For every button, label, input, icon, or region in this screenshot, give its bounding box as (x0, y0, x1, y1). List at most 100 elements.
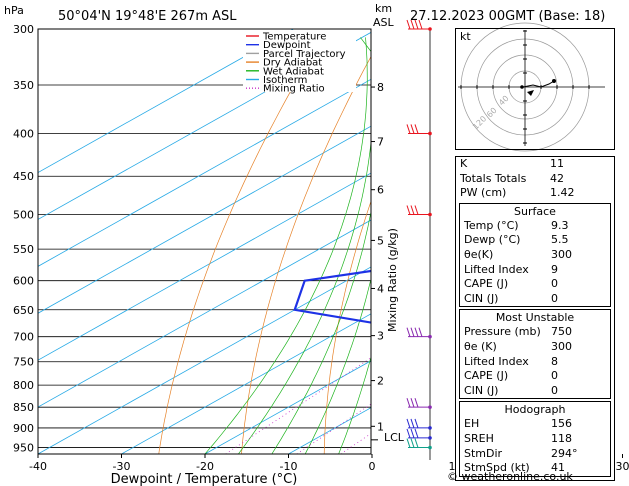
wind-barb-dot (428, 445, 432, 450)
mu-cin-value: 0 (551, 383, 558, 397)
legend-label: Isotherm (263, 75, 307, 86)
altitude-tick-label: 7 (377, 136, 384, 149)
mu-cape-label: CAPE (J) (464, 369, 509, 383)
pressure-tick-label: 450 (13, 170, 34, 183)
isotherm-line (38, 266, 371, 454)
wet-adiabat-line (403, 37, 442, 454)
dry-adiabat-line (158, 37, 323, 454)
altitude-tick-label: 4 (377, 282, 384, 295)
pressure-tick-label: 350 (13, 79, 34, 92)
surface-cape-label: CAPE (J) (464, 277, 509, 291)
pressure-tick-label: 800 (13, 379, 34, 392)
hodo-eh-value: 156 (551, 417, 572, 431)
hodo-sreh-value: 118 (551, 431, 572, 445)
wet-adiabat-line (397, 37, 421, 454)
legend-label: Dewpoint (263, 40, 311, 51)
mu-cin-label: CIN (J) (464, 383, 499, 397)
surface-temp-label: Temp (°C) (464, 218, 519, 232)
copyright-footer[interactable]: © weatheronline.co.uk (447, 470, 573, 483)
mu-thetae-label: θe (K) (464, 339, 497, 353)
hodo-stmdir-label: StmDir (464, 446, 503, 460)
wind-barb-flag (414, 124, 419, 134)
legend-label: Wet Adiabat (263, 66, 324, 77)
header-datetime: 27.12.2023 00GMT (Base: 18) (410, 9, 605, 24)
hodo-stmspd-label: StmSpd (kt) (464, 461, 530, 475)
x-axis-title: Dewpoint / Temperature (°C) (111, 472, 298, 486)
wind-barb-flag (414, 327, 419, 337)
x-tick-label: -20 (196, 460, 214, 473)
wind-barb-flag (406, 438, 411, 448)
pressure-tick-label: 550 (13, 243, 34, 256)
isotherm-line (38, 78, 371, 267)
surface-temp-value: 9.3 (551, 218, 569, 232)
wind-barb-flag (406, 205, 411, 215)
wind-barb-dot (428, 436, 432, 440)
x-tick-label: -40 (29, 460, 47, 473)
wind-barb-flag (406, 398, 411, 408)
pressure-tick-label: 600 (13, 275, 34, 288)
storm-motion-marker (527, 90, 534, 96)
wet-adiabat-line (304, 277, 371, 454)
wind-barb-flag (410, 398, 415, 408)
pressure-tick-label: 500 (13, 208, 34, 221)
altitude-tick-label: 5 (377, 234, 384, 247)
mu-pressure-label: Pressure (mb) (464, 325, 541, 339)
pressure-unit-label: hPa (4, 4, 24, 17)
dry-adiabat-line (241, 55, 371, 454)
hodograph-section: Hodograph EH 156 SREH 118 StmDir 294° StmSp… (459, 401, 611, 477)
wind-barb-flag (406, 428, 411, 439)
most-unstable-section: Most Unstable Pressure (mb) 750 θe (K) 300… (459, 309, 611, 400)
hodo-sreh-label: SREH (464, 431, 494, 445)
wind-barb-flag (410, 124, 415, 134)
wind-barb-flag (414, 205, 419, 215)
indices-panel: K 11 Totals Totals 42 PW (cm) 1.42 Surfa… (455, 156, 615, 481)
wind-barb-flag (406, 418, 411, 429)
wind-barb-flag (406, 124, 411, 134)
hodograph-start-dot (520, 85, 524, 89)
wind-barb-flag (414, 19, 419, 30)
isotherm-line (38, 31, 371, 220)
hodograph-panel (455, 28, 615, 150)
wet-adiabat-line (238, 37, 371, 454)
mu-cape-value: 0 (551, 369, 558, 383)
altitude-tick-label: 1 (377, 420, 384, 433)
index-k-label: K (460, 157, 468, 170)
pressure-tick-label: 950 (13, 442, 34, 455)
mu-li-label: Lifted Index (464, 354, 529, 368)
wind-barb-flag (410, 418, 415, 429)
lcl-label: LCL (384, 431, 405, 444)
legend-label: Mixing Ratio (263, 84, 325, 95)
pressure-tick-label: 300 (13, 23, 34, 36)
wind-barb-flag (414, 438, 419, 448)
index-row-totals: Totals Totals 42 (456, 172, 614, 187)
wind-barb-flag (418, 327, 423, 337)
isotherm-line (38, 29, 294, 173)
surface-dewp-label: Dewp (°C) (464, 233, 521, 247)
mu-li-value: 8 (551, 354, 558, 368)
wind-barb-flag (406, 19, 411, 30)
legend-label: Temperature (262, 32, 326, 43)
pressure-tick-label: 650 (13, 304, 34, 317)
index-totals-label: Totals Totals (460, 171, 527, 185)
wind-barb-dot (428, 212, 432, 217)
wind-barb-flag (410, 19, 415, 30)
asl-label: ASL (373, 16, 395, 29)
surface-thetae-value: 300 (551, 247, 572, 261)
header-location: 50°04'N 19°48'E 267m ASL (58, 9, 237, 24)
wind-barb-dot (428, 27, 432, 31)
wind-barb-flag (418, 19, 423, 30)
surface-cape-value: 0 (551, 277, 558, 291)
pressure-tick-label: 400 (13, 127, 34, 140)
mixing-ratio-line (225, 357, 371, 454)
wind-barb-flag (414, 398, 419, 408)
index-row-pw: PW (cm) 1.42 (456, 186, 614, 201)
legend-label: Parcel Trajectory (263, 49, 346, 60)
isotherm-line (623, 29, 629, 454)
surface-li-label: Lifted Index (464, 262, 529, 276)
wind-barb-flag (414, 418, 419, 429)
surface-cin-label: CIN (J) (464, 291, 499, 305)
isotherm-line (38, 219, 371, 408)
wind-barb-dot (428, 334, 432, 339)
